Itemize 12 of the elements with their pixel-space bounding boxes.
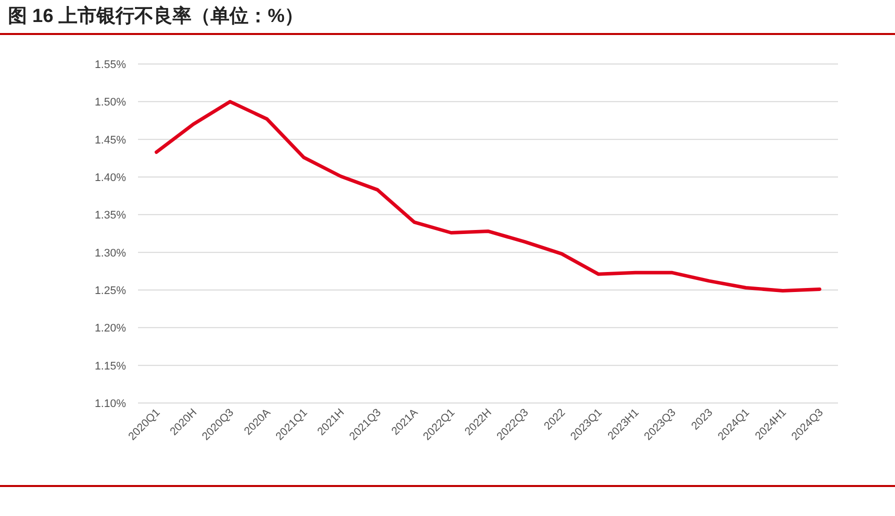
y-tick-label: 1.40% xyxy=(94,172,126,184)
y-tick-label: 1.45% xyxy=(94,134,126,146)
y-tick-label: 1.15% xyxy=(94,360,126,372)
y-tick-label: 1.30% xyxy=(94,247,126,260)
chart-title: 图 16 上市银行不良率（单位：%） xyxy=(8,5,304,27)
y-tick-label: 1.25% xyxy=(94,285,126,297)
y-tick-label: 1.20% xyxy=(94,322,126,335)
y-tick-label: 1.55% xyxy=(94,59,126,71)
line-series xyxy=(154,100,822,293)
y-tick-label: 1.35% xyxy=(94,210,126,222)
y-tick-label: 1.50% xyxy=(94,96,126,109)
y-tick-label: 1.10% xyxy=(94,398,126,410)
